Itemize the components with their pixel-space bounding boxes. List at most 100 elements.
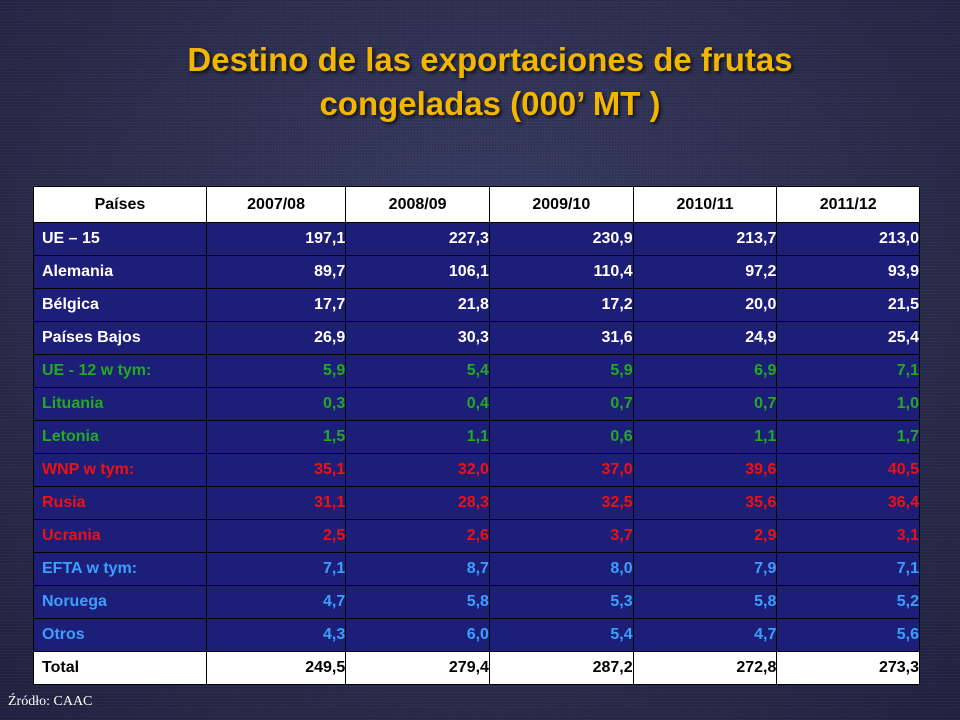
- country-cell: UE – 15: [33, 222, 207, 256]
- value-cell: 24,9: [632, 321, 778, 355]
- value-cell: 28,3: [345, 486, 490, 520]
- value-cell: 31,1: [205, 486, 347, 520]
- value-cell: 106,1: [345, 255, 490, 289]
- value-cell: 31,6: [488, 321, 634, 355]
- value-cell: 7,1: [205, 552, 347, 586]
- table-body: UE – 15 197,1 227,3 230,9 213,7 213,0 Alemania…: [33, 222, 920, 685]
- value-cell: 20,0: [632, 288, 778, 322]
- value-cell: 6,0: [345, 618, 490, 652]
- value-cell: 5,6: [776, 618, 920, 652]
- table-row: Rusia 31,1 28,3 32,5 35,6 36,4: [33, 486, 920, 520]
- value-cell: 2,5: [205, 519, 347, 553]
- value-cell: 272,8: [632, 651, 778, 685]
- country-cell: Países Bajos: [33, 321, 207, 355]
- table-header: Países 2007/08 2008/09 2009/10 2010/11 2…: [33, 186, 920, 223]
- table-row: Alemania 89,7 106,1 110,4 97,2 93,9: [33, 255, 920, 289]
- value-cell: 2,6: [345, 519, 490, 553]
- header-cell-countries: Países: [33, 186, 207, 223]
- table-row: UE – 15 197,1 227,3 230,9 213,7 213,0: [33, 222, 920, 256]
- header-cell-2011-12: 2011/12: [776, 186, 920, 223]
- value-cell: 0,4: [345, 387, 490, 421]
- value-cell: 3,1: [776, 519, 920, 553]
- value-cell: 1,0: [776, 387, 920, 421]
- value-cell: 7,1: [776, 354, 920, 388]
- value-cell: 230,9: [488, 222, 634, 256]
- value-cell: 89,7: [205, 255, 347, 289]
- value-cell: 197,1: [205, 222, 347, 256]
- country-cell: WNP w tym:: [33, 453, 207, 487]
- table-row: WNP w tym: 35,1 32,0 37,0 39,6 40,5: [33, 453, 920, 487]
- value-cell: 5,2: [776, 585, 920, 619]
- value-cell: 273,3: [776, 651, 920, 685]
- total-row: Total 249,5 279,4 287,2 272,8 273,3: [33, 651, 920, 685]
- value-cell: 17,7: [205, 288, 347, 322]
- table-row: Lituania 0,3 0,4 0,7 0,7 1,0: [33, 387, 920, 421]
- value-cell: 213,7: [632, 222, 778, 256]
- value-cell: 1,7: [776, 420, 920, 454]
- value-cell: 5,8: [345, 585, 490, 619]
- title-line-1: Destino de las exportaciones de frutas: [187, 41, 793, 78]
- value-cell: 5,4: [488, 618, 634, 652]
- header-cell-2008-09: 2008/09: [345, 186, 490, 223]
- country-cell: Total: [33, 651, 207, 685]
- value-cell: 0,3: [205, 387, 347, 421]
- table-row: Bélgica 17,7 21,8 17,2 20,0 21,5: [33, 288, 920, 322]
- country-cell: Lituania: [33, 387, 207, 421]
- value-cell: 8,0: [488, 552, 634, 586]
- header-cell-2007-08: 2007/08: [205, 186, 347, 223]
- country-cell: UE - 12 w tym:: [33, 354, 207, 388]
- value-cell: 93,9: [776, 255, 920, 289]
- country-cell: EFTA w tym:: [33, 552, 207, 586]
- value-cell: 39,6: [632, 453, 778, 487]
- value-cell: 0,7: [488, 387, 634, 421]
- value-cell: 32,0: [345, 453, 490, 487]
- value-cell: 7,1: [776, 552, 920, 586]
- value-cell: 0,6: [488, 420, 634, 454]
- country-cell: Letonia: [33, 420, 207, 454]
- value-cell: 279,4: [345, 651, 490, 685]
- exports-table-container: Países 2007/08 2008/09 2009/10 2010/11 2…: [33, 186, 920, 685]
- value-cell: 6,9: [632, 354, 778, 388]
- value-cell: 4,7: [205, 585, 347, 619]
- value-cell: 21,5: [776, 288, 920, 322]
- page-title: Destino de las exportaciones de frutas c…: [100, 38, 880, 126]
- title-line-2: congeladas (000’ MT ): [319, 85, 661, 122]
- source-note: Źródło: CAAC: [8, 694, 93, 709]
- country-cell: Ucrania: [33, 519, 207, 553]
- table-row: Noruega 4,7 5,8 5,3 5,8 5,2: [33, 585, 920, 619]
- country-cell: Bélgica: [33, 288, 207, 322]
- table-row: Países Bajos 26,9 30,3 31,6 24,9 25,4: [33, 321, 920, 355]
- value-cell: 17,2: [488, 288, 634, 322]
- value-cell: 3,7: [488, 519, 634, 553]
- value-cell: 5,9: [205, 354, 347, 388]
- value-cell: 21,8: [345, 288, 490, 322]
- value-cell: 1,5: [205, 420, 347, 454]
- value-cell: 35,6: [632, 486, 778, 520]
- value-cell: 30,3: [345, 321, 490, 355]
- country-cell: Otros: [33, 618, 207, 652]
- country-cell: Rusia: [33, 486, 207, 520]
- value-cell: 36,4: [776, 486, 920, 520]
- value-cell: 5,4: [345, 354, 490, 388]
- value-cell: 4,3: [205, 618, 347, 652]
- value-cell: 1,1: [345, 420, 490, 454]
- value-cell: 26,9: [205, 321, 347, 355]
- value-cell: 1,1: [632, 420, 778, 454]
- header-cell-2009-10: 2009/10: [488, 186, 634, 223]
- table-row: UE - 12 w tym: 5,9 5,4 5,9 6,9 7,1: [33, 354, 920, 388]
- value-cell: 40,5: [776, 453, 920, 487]
- exports-table: Países 2007/08 2008/09 2009/10 2010/11 2…: [33, 186, 920, 685]
- header-row: Países 2007/08 2008/09 2009/10 2010/11 2…: [33, 186, 920, 223]
- value-cell: 2,9: [632, 519, 778, 553]
- table-row: Letonia 1,5 1,1 0,6 1,1 1,7: [33, 420, 920, 454]
- value-cell: 227,3: [345, 222, 490, 256]
- table-row: EFTA w tym: 7,1 8,7 8,0 7,9 7,1: [33, 552, 920, 586]
- value-cell: 8,7: [345, 552, 490, 586]
- header-cell-2010-11: 2010/11: [632, 186, 778, 223]
- country-cell: Noruega: [33, 585, 207, 619]
- value-cell: 249,5: [205, 651, 347, 685]
- value-cell: 5,9: [488, 354, 634, 388]
- value-cell: 25,4: [776, 321, 920, 355]
- value-cell: 32,5: [488, 486, 634, 520]
- value-cell: 0,7: [632, 387, 778, 421]
